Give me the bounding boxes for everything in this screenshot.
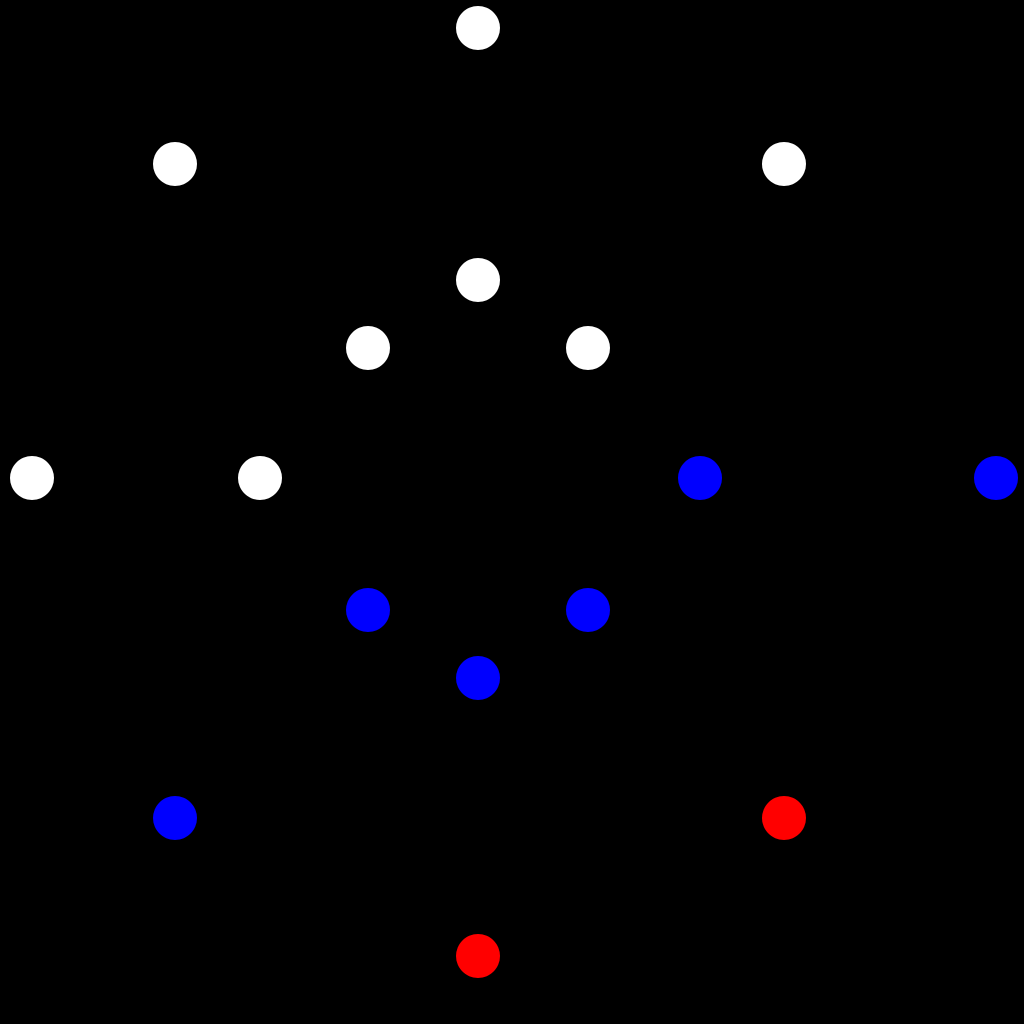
node (153, 796, 197, 840)
background (0, 0, 1024, 1024)
node (762, 142, 806, 186)
node (456, 258, 500, 302)
network-diagram (0, 0, 1024, 1024)
node (762, 796, 806, 840)
node (153, 142, 197, 186)
node (456, 934, 500, 978)
node (456, 6, 500, 50)
node (974, 456, 1018, 500)
node (678, 456, 722, 500)
node (566, 588, 610, 632)
node (566, 326, 610, 370)
node (346, 326, 390, 370)
node (456, 656, 500, 700)
node (238, 456, 282, 500)
node (10, 456, 54, 500)
node (346, 588, 390, 632)
